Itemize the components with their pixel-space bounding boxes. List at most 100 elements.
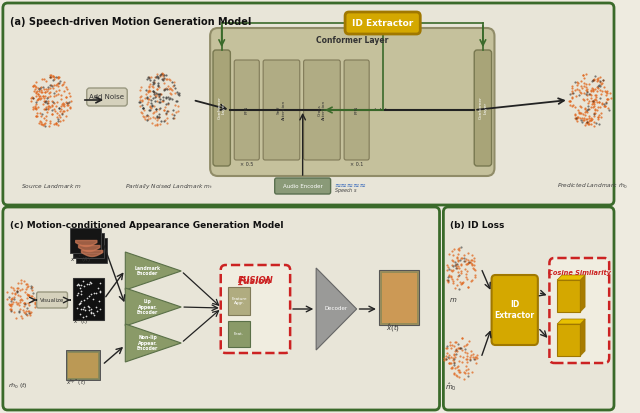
Point	[593, 99, 603, 105]
FancyBboxPatch shape	[474, 50, 492, 166]
Point	[572, 113, 582, 120]
Point	[49, 90, 59, 96]
Point	[33, 104, 43, 110]
Point	[150, 73, 161, 80]
Point	[19, 299, 29, 306]
Point	[456, 262, 467, 268]
Text: Speech $s$: Speech $s$	[335, 186, 358, 195]
Point	[94, 298, 104, 304]
Point	[577, 83, 587, 89]
Point	[157, 97, 168, 103]
Point	[595, 121, 605, 127]
Point	[163, 100, 173, 107]
Point	[38, 115, 49, 121]
Point	[56, 95, 66, 102]
Point	[449, 355, 459, 361]
Point	[134, 99, 145, 105]
Point	[159, 74, 169, 81]
Point	[148, 95, 158, 101]
Point	[135, 94, 145, 100]
Point	[152, 116, 162, 123]
Point	[152, 113, 162, 119]
Point	[581, 70, 591, 77]
Point	[45, 72, 56, 78]
Point	[44, 102, 54, 109]
Point	[447, 268, 457, 274]
Point	[29, 86, 40, 93]
Point	[33, 84, 43, 91]
Point	[443, 279, 453, 285]
Point	[579, 97, 589, 104]
Point	[466, 348, 476, 355]
Point	[63, 100, 74, 107]
Point	[21, 285, 31, 292]
Point	[24, 292, 34, 298]
Point	[456, 344, 466, 351]
Point	[44, 81, 54, 88]
Point	[56, 106, 66, 112]
Point	[462, 341, 472, 347]
Point	[452, 258, 463, 265]
Point	[44, 90, 54, 96]
Point	[54, 74, 65, 80]
Point	[564, 98, 575, 104]
Point	[51, 74, 61, 80]
Point	[6, 303, 17, 309]
Text: × 0.1: × 0.1	[350, 162, 364, 167]
Point	[61, 99, 72, 105]
Point	[445, 338, 455, 345]
Point	[581, 90, 591, 97]
Point	[452, 261, 462, 268]
Point	[568, 102, 578, 108]
Point	[593, 77, 603, 83]
Point	[157, 76, 168, 83]
Point	[588, 86, 598, 93]
Point	[58, 100, 68, 106]
Point	[471, 354, 481, 361]
FancyBboxPatch shape	[345, 12, 420, 34]
Point	[468, 354, 478, 360]
Point	[158, 98, 168, 104]
Point	[155, 91, 165, 97]
Point	[462, 275, 472, 282]
Polygon shape	[580, 319, 585, 356]
Point	[11, 299, 21, 305]
Point	[455, 257, 465, 263]
Point	[583, 100, 593, 106]
Point	[580, 120, 591, 127]
FancyBboxPatch shape	[492, 275, 538, 345]
Point	[38, 85, 49, 92]
Point	[152, 121, 162, 128]
Point	[441, 344, 451, 351]
Point	[34, 119, 44, 126]
Point	[29, 102, 40, 109]
Point	[454, 368, 464, 375]
Point	[58, 117, 68, 123]
Point	[597, 100, 607, 107]
Point	[79, 304, 89, 311]
Point	[442, 349, 452, 356]
Point	[86, 279, 97, 286]
Point	[159, 116, 170, 123]
Point	[170, 81, 180, 88]
Point	[455, 345, 465, 351]
Point	[51, 119, 61, 126]
Point	[22, 305, 32, 312]
Point	[573, 109, 584, 116]
Point	[587, 97, 597, 104]
Point	[140, 107, 150, 113]
Text: F̲USION: F̲USION	[237, 276, 273, 285]
Point	[74, 301, 84, 307]
Point	[157, 70, 167, 76]
Point	[580, 116, 591, 122]
Point	[163, 100, 173, 107]
Point	[448, 278, 458, 285]
Point	[593, 75, 603, 81]
Point	[161, 84, 171, 91]
Point	[91, 304, 101, 311]
Text: Conformer
Layer: Conformer Layer	[218, 97, 226, 119]
Point	[571, 115, 581, 121]
Point	[28, 95, 38, 102]
Point	[159, 86, 170, 93]
Point	[572, 85, 582, 92]
